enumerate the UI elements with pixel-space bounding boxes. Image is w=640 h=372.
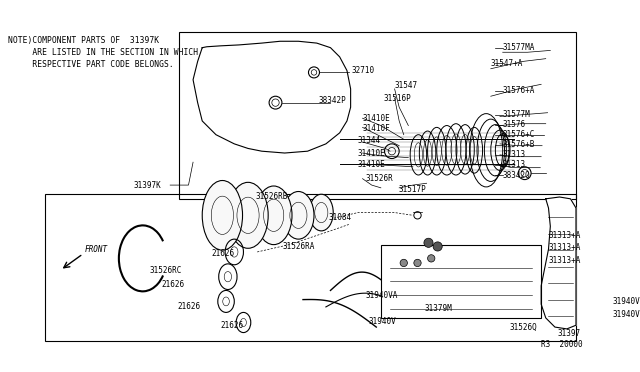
Text: 38342P: 38342P: [319, 96, 346, 105]
Ellipse shape: [283, 192, 314, 239]
Text: 31344: 31344: [358, 136, 381, 145]
Text: 21626: 21626: [211, 249, 234, 258]
Text: 31517P: 31517P: [398, 185, 426, 194]
Text: 31397: 31397: [557, 329, 580, 338]
Text: 31547+A: 31547+A: [491, 59, 523, 68]
Circle shape: [433, 242, 442, 251]
Text: 31526Q: 31526Q: [509, 323, 537, 331]
Text: 31410E: 31410E: [358, 148, 386, 157]
Text: 31576+B: 31576+B: [502, 140, 535, 149]
Ellipse shape: [228, 182, 268, 248]
Text: 31397K: 31397K: [134, 180, 161, 190]
Text: 31577M: 31577M: [502, 110, 531, 119]
Text: 31516P: 31516P: [383, 94, 412, 103]
Polygon shape: [193, 41, 351, 153]
Text: 21626: 21626: [161, 279, 184, 289]
Bar: [179, 32, 576, 199]
Ellipse shape: [309, 194, 333, 231]
Text: 31576+A: 31576+A: [502, 86, 535, 95]
Text: 32710: 32710: [351, 66, 374, 75]
Text: 31526RC: 31526RC: [149, 266, 182, 275]
Text: 31410E: 31410E: [358, 160, 386, 169]
Text: 31084: 31084: [329, 213, 352, 222]
Text: ARE LISTED IN THE SECTION IN WHICH: ARE LISTED IN THE SECTION IN WHICH: [8, 48, 198, 57]
Bar: [381, 245, 541, 318]
Text: NOTE)COMPONENT PARTS OF  31397K: NOTE)COMPONENT PARTS OF 31397K: [8, 36, 159, 45]
Text: 31576+C: 31576+C: [502, 130, 535, 139]
Text: 38342Q: 38342Q: [502, 170, 531, 180]
Text: 31313+A: 31313+A: [548, 243, 581, 252]
Text: 31940VA: 31940VA: [365, 291, 397, 301]
Text: 31313: 31313: [502, 160, 526, 169]
Circle shape: [414, 259, 421, 267]
Text: 31526R: 31526R: [365, 174, 393, 183]
Circle shape: [424, 238, 433, 247]
Text: 31410E: 31410E: [362, 114, 390, 123]
Text: 31313: 31313: [502, 150, 526, 159]
Text: 31410F: 31410F: [362, 124, 390, 133]
Text: FRONT: FRONT: [85, 245, 108, 254]
Text: 31577MA: 31577MA: [502, 43, 535, 52]
Circle shape: [428, 255, 435, 262]
Text: RESPECTIVE PART CODE BELONGS.: RESPECTIVE PART CODE BELONGS.: [8, 60, 174, 68]
Text: 21626: 21626: [177, 302, 200, 311]
Text: 31547: 31547: [395, 81, 418, 90]
Text: 31379M: 31379M: [425, 304, 452, 313]
Text: 31940VB: 31940VB: [612, 310, 640, 319]
Text: 31526RA: 31526RA: [283, 242, 316, 251]
Text: 31940VC: 31940VC: [612, 297, 640, 306]
Polygon shape: [541, 197, 576, 329]
Bar: [45, 194, 576, 341]
Ellipse shape: [255, 186, 292, 245]
Circle shape: [400, 259, 408, 267]
Text: 31313+A: 31313+A: [548, 256, 581, 265]
Text: R3  20000: R3 20000: [541, 340, 583, 349]
Text: 31940V: 31940V: [369, 317, 397, 326]
Text: 31576: 31576: [502, 120, 526, 129]
Text: 21626: 21626: [221, 321, 244, 330]
Ellipse shape: [202, 180, 243, 250]
Text: 31526RB: 31526RB: [255, 192, 288, 202]
Text: 31313+A: 31313+A: [548, 231, 581, 240]
